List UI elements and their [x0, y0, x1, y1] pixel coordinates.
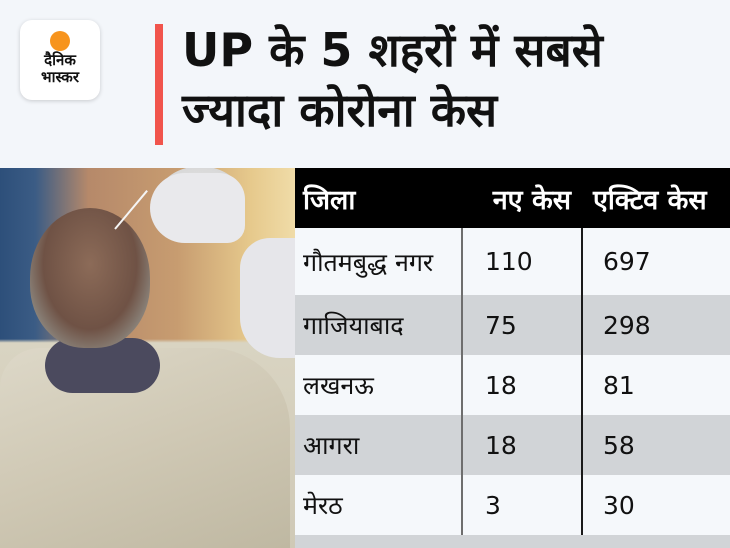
title-accent-bar	[155, 24, 163, 145]
logo-line1: दैनिक	[44, 51, 76, 69]
column-header-district: जिला	[303, 184, 356, 216]
table-row: आगरा 18 58	[295, 415, 730, 475]
active-cases-cell: 30	[603, 490, 635, 520]
new-cases-cell: 18	[463, 415, 583, 475]
active-cases-cell: 298	[603, 310, 651, 340]
table-footer-band	[295, 535, 730, 548]
column-header-active-cases: एक्टिव केस	[593, 184, 707, 216]
header: दैनिक भास्कर UP के 5 शहरों में सबसे ज्या…	[0, 0, 730, 168]
sun-icon	[50, 31, 70, 51]
page-title: UP के 5 शहरों में सबसे ज्यादा कोरोना केस	[182, 20, 722, 140]
active-cases-cell: 697	[603, 247, 651, 276]
new-cases-cell: 18	[463, 355, 583, 415]
logo-line2: भास्कर	[41, 68, 79, 86]
district-cell: लखनऊ	[295, 355, 463, 415]
district-cell: आगरा	[295, 415, 463, 475]
title-line1: UP के 5 शहरों में सबसे	[182, 23, 603, 77]
nasal-swab	[114, 190, 148, 230]
gloved-hand	[150, 173, 245, 243]
ppe-sleeve	[240, 238, 295, 358]
swab-test-photo	[0, 168, 295, 548]
man-head	[30, 208, 150, 348]
column-header-new-cases: नए केस	[492, 184, 571, 216]
active-cases-cell: 81	[603, 370, 635, 400]
dainik-bhaskar-logo: दैनिक भास्कर	[20, 20, 100, 100]
table-row: लखनऊ 18 81	[295, 355, 730, 415]
new-cases-cell: 75	[463, 295, 583, 355]
district-cell: गाजियाबाद	[295, 295, 463, 355]
table-row: मेरठ 3 30	[295, 475, 730, 535]
active-cases-cell: 58	[603, 430, 635, 460]
table-row: गौतमबुद्ध नगर 110 697	[295, 228, 730, 295]
new-cases-cell: 110	[463, 228, 583, 295]
district-cell: गौतमबुद्ध नगर	[295, 228, 463, 295]
table-header: जिला नए केस एक्टिव केस	[295, 168, 730, 228]
new-cases-cell: 3	[463, 475, 583, 535]
table-row: गाजियाबाद 75 298	[295, 295, 730, 355]
title-line2: ज्यादा कोरोना केस	[182, 83, 498, 137]
district-cell: मेरठ	[295, 475, 463, 535]
corona-cases-table: जिला नए केस एक्टिव केस गौतमबुद्ध नगर 110…	[295, 168, 730, 548]
